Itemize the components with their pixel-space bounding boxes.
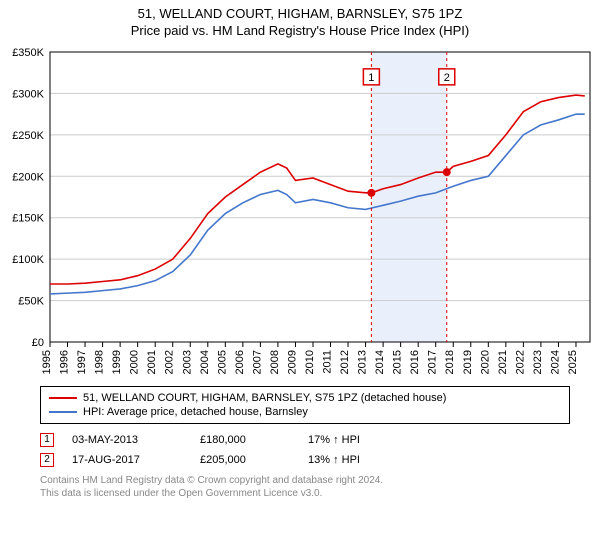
- sale-row: 2 17-AUG-2017 £205,000 13% ↑ HPI: [40, 450, 570, 470]
- svg-text:1995: 1995: [41, 350, 53, 374]
- svg-text:2008: 2008: [269, 350, 281, 374]
- svg-text:£100K: £100K: [12, 254, 44, 266]
- attribution-line2: This data is licensed under the Open Gov…: [40, 487, 570, 500]
- svg-text:1: 1: [368, 72, 374, 84]
- svg-text:2009: 2009: [286, 350, 298, 374]
- svg-text:2023: 2023: [532, 350, 544, 374]
- svg-text:1997: 1997: [76, 350, 88, 374]
- svg-text:£50K: £50K: [18, 296, 44, 308]
- legend-row: 51, WELLAND COURT, HIGHAM, BARNSLEY, S75…: [49, 391, 561, 405]
- svg-text:2021: 2021: [497, 350, 509, 374]
- legend-swatch-series1: [49, 397, 77, 399]
- svg-text:2018: 2018: [444, 350, 456, 374]
- svg-text:1999: 1999: [111, 350, 123, 374]
- legend-row: HPI: Average price, detached house, Barn…: [49, 405, 561, 419]
- svg-text:2020: 2020: [479, 350, 491, 374]
- chart-container: 51, WELLAND COURT, HIGHAM, BARNSLEY, S75…: [0, 6, 600, 500]
- svg-text:£200K: £200K: [12, 171, 44, 183]
- legend-label-series1: 51, WELLAND COURT, HIGHAM, BARNSLEY, S75…: [83, 392, 446, 404]
- svg-text:2017: 2017: [427, 350, 439, 374]
- sale-date: 17-AUG-2017: [72, 454, 182, 466]
- sale-marker-1: 1: [40, 433, 54, 447]
- sale-date: 03-MAY-2013: [72, 434, 182, 446]
- svg-text:2006: 2006: [234, 350, 246, 374]
- svg-text:2002: 2002: [164, 350, 176, 374]
- svg-text:2024: 2024: [549, 350, 561, 374]
- sale-hpi-diff: 17% ↑ HPI: [308, 434, 408, 446]
- svg-text:2019: 2019: [462, 350, 474, 374]
- svg-text:2012: 2012: [339, 350, 351, 374]
- svg-text:£0: £0: [32, 337, 44, 349]
- sale-row: 1 03-MAY-2013 £180,000 17% ↑ HPI: [40, 430, 570, 450]
- svg-text:£150K: £150K: [12, 213, 44, 225]
- svg-text:2011: 2011: [322, 350, 334, 374]
- svg-text:2022: 2022: [514, 350, 526, 374]
- sale-price: £180,000: [200, 434, 290, 446]
- svg-text:2000: 2000: [129, 350, 141, 374]
- svg-text:2007: 2007: [251, 350, 263, 374]
- legend-swatch-series2: [49, 411, 77, 413]
- svg-text:1996: 1996: [59, 350, 71, 374]
- legend: 51, WELLAND COURT, HIGHAM, BARNSLEY, S75…: [40, 386, 570, 424]
- svg-text:2015: 2015: [392, 350, 404, 374]
- price-chart: £0 £50K £100K £150K £200K £250K £300K £350K 1995…: [0, 42, 600, 382]
- chart-title: 51, WELLAND COURT, HIGHAM, BARNSLEY, S75…: [0, 6, 600, 21]
- svg-text:2013: 2013: [357, 350, 369, 374]
- svg-text:2001: 2001: [146, 350, 158, 374]
- svg-text:£350K: £350K: [12, 47, 44, 59]
- svg-text:£250K: £250K: [12, 130, 44, 142]
- svg-text:2014: 2014: [374, 350, 386, 374]
- sale-hpi-diff: 13% ↑ HPI: [308, 454, 408, 466]
- svg-text:1998: 1998: [94, 350, 106, 374]
- svg-text:2016: 2016: [409, 350, 421, 374]
- legend-label-series2: HPI: Average price, detached house, Barn…: [83, 406, 308, 418]
- sale-marker-2: 2: [40, 453, 54, 467]
- svg-text:2025: 2025: [567, 350, 579, 374]
- attribution: Contains HM Land Registry data © Crown c…: [40, 474, 570, 500]
- attribution-line1: Contains HM Land Registry data © Crown c…: [40, 474, 570, 487]
- svg-text:2003: 2003: [181, 350, 193, 374]
- svg-text:£300K: £300K: [12, 88, 44, 100]
- svg-text:2010: 2010: [304, 350, 316, 374]
- svg-text:2: 2: [444, 72, 450, 84]
- chart-subtitle: Price paid vs. HM Land Registry's House …: [0, 23, 600, 38]
- sales-table: 1 03-MAY-2013 £180,000 17% ↑ HPI 2 17-AU…: [40, 430, 570, 470]
- svg-text:2005: 2005: [216, 350, 228, 374]
- sale-price: £205,000: [200, 454, 290, 466]
- svg-text:2004: 2004: [199, 350, 211, 374]
